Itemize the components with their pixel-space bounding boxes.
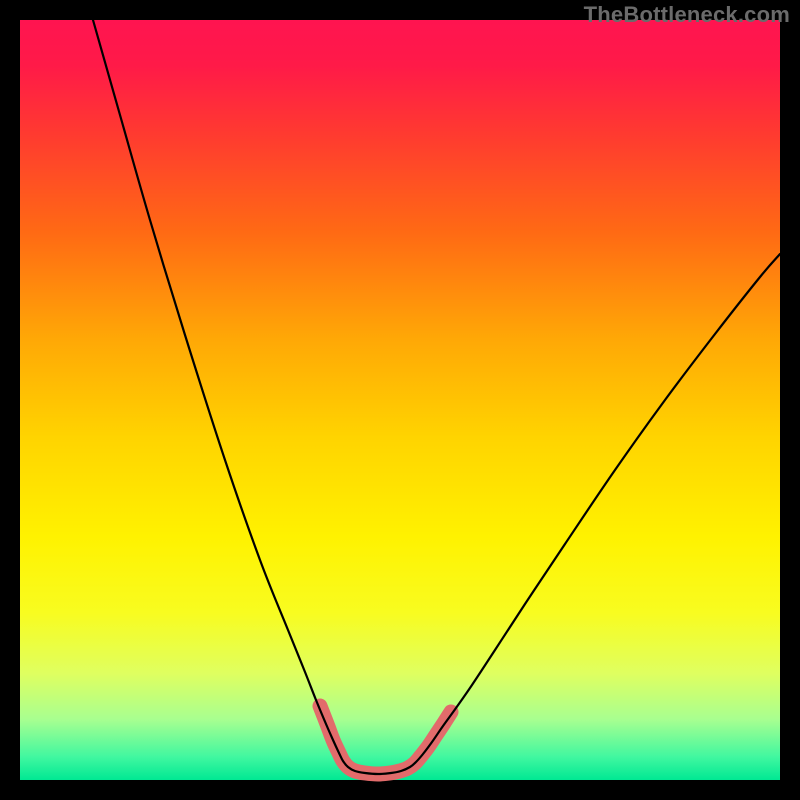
chart-stage: TheBottleneck.com — [0, 0, 800, 800]
bottleneck-chart-svg — [0, 0, 800, 800]
